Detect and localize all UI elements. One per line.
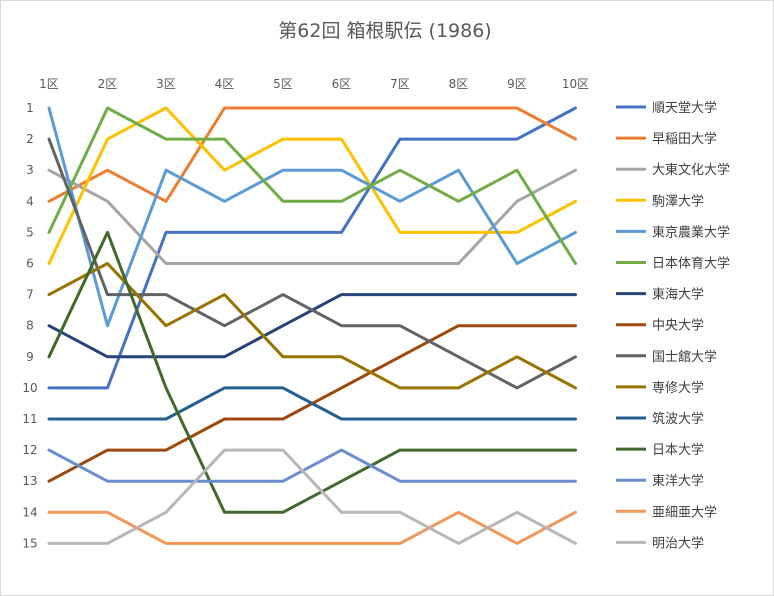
x-tick-label: 10区 (562, 77, 589, 91)
legend-label: 早稲田大学 (652, 131, 717, 147)
x-tick-label: 2区 (98, 77, 118, 91)
y-tick-label: 4 (26, 194, 34, 208)
y-tick-label: 11 (22, 412, 37, 426)
legend-label: 日本大学 (652, 442, 704, 458)
x-axis-ticks: 1区 2区 3区 4区 5区 6区 7区 8区 9区 10区 (39, 77, 589, 91)
series-line (47, 106, 577, 390)
series-line (47, 230, 577, 514)
legend-label: 順天堂大学 (652, 100, 717, 116)
x-tick-label: 5区 (273, 77, 293, 91)
legend-label: 筑波大学 (652, 411, 704, 427)
legend-label: 明治大学 (652, 535, 704, 551)
x-tick-label: 7区 (390, 77, 410, 91)
y-tick-label: 1 (26, 101, 34, 115)
legend-label: 東洋大学 (652, 473, 704, 489)
y-tick-label: 5 (26, 225, 34, 239)
y-tick-label: 9 (26, 350, 34, 364)
series-line (47, 448, 577, 483)
y-tick-label: 12 (22, 443, 37, 457)
legend-label: 日本体育大学 (652, 256, 730, 272)
chart-title: 第62回 箱根駅伝 (1986) (278, 20, 491, 42)
series-lines (47, 106, 577, 545)
series-line (47, 448, 577, 545)
series-line (47, 106, 577, 328)
y-tick-label: 10 (22, 381, 37, 395)
legend: 順天堂大学早稲田大学大東文化大学駒澤大学東京農業大学日本体育大学東海大学中央大学… (616, 100, 730, 551)
x-tick-label: 8区 (449, 77, 469, 91)
x-tick-label: 3区 (156, 77, 176, 91)
y-tick-label: 15 (22, 536, 37, 550)
x-tick-label: 4区 (215, 77, 235, 91)
x-tick-label: 9区 (507, 77, 527, 91)
series-line (47, 262, 577, 390)
y-tick-label: 8 (26, 319, 34, 333)
legend-label: 東海大学 (652, 287, 704, 303)
legend-label: 亜細亜大学 (652, 504, 717, 520)
y-tick-label: 14 (22, 505, 37, 519)
series-line (47, 106, 577, 265)
x-tick-label: 1区 (39, 77, 59, 91)
series-line (47, 106, 577, 265)
series-line (47, 106, 577, 203)
y-tick-label: 3 (26, 163, 34, 177)
y-tick-label: 13 (22, 474, 37, 488)
series-line (47, 168, 577, 265)
legend-label: 駒澤大学 (652, 193, 704, 209)
legend-label: 中央大学 (652, 318, 704, 334)
legend-label: 大東文化大学 (652, 162, 730, 178)
legend-label: 東京農業大学 (652, 224, 730, 240)
x-tick-label: 6区 (332, 77, 352, 91)
legend-label: 国士舘大学 (652, 349, 717, 365)
y-tick-label: 7 (26, 288, 34, 302)
y-tick-label: 6 (26, 257, 34, 271)
legend-label: 専修大学 (652, 380, 704, 396)
series-line (47, 510, 577, 545)
series-line (47, 386, 577, 421)
y-tick-label: 2 (26, 132, 34, 146)
